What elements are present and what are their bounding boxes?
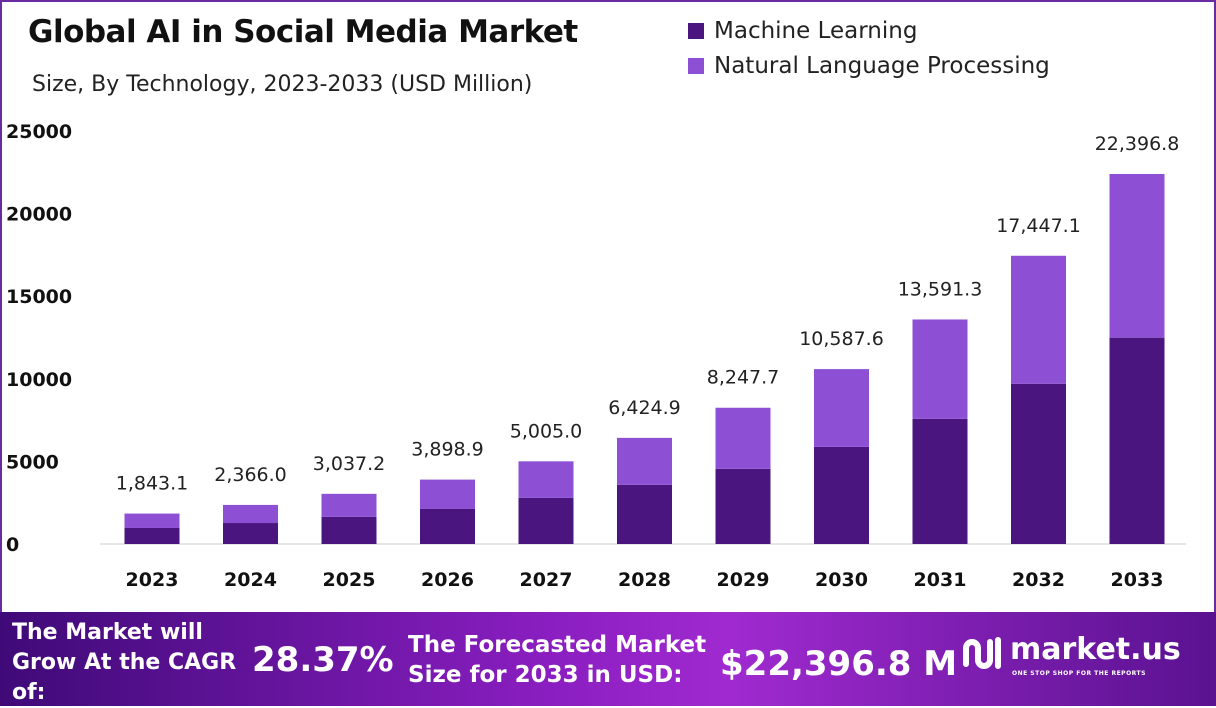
y-tick-label: 15000 [6,286,72,308]
bar-segment-nlp [223,504,278,524]
market-us-logo: market.us ONE STOP SHOP FOR THE REPORTS [962,632,1181,678]
total-label: 22,396.8 [1095,133,1180,155]
x-tick-label: 2032 [1012,569,1065,591]
x-tick-label: 2031 [914,569,967,591]
legend-item-machine-learning: Machine Learning [688,18,917,44]
total-label: 2,366.0 [214,464,287,486]
x-tick-label: 2025 [323,569,376,591]
bar-segment-machine-learning [518,497,574,544]
y-tick-label: 20000 [6,204,72,226]
y-tick-label: 5000 [6,451,59,473]
bar-segment-machine-learning [321,516,377,544]
logo-icon [963,637,1001,669]
total-label: 13,591.3 [898,278,983,300]
x-tick-label: 2026 [421,569,474,591]
bar-segment-machine-learning [1109,337,1165,544]
y-tick-label: 0 [6,534,19,556]
legend-swatch [688,58,704,74]
total-label: 1,843.1 [116,473,189,495]
x-tick-label: 2028 [618,569,671,591]
logo-tagline: ONE STOP SHOP FOR THE REPORTS [1012,670,1146,677]
bar-segment-nlp [1011,255,1066,384]
total-label: 3,898.9 [411,439,484,461]
bar-segment-nlp [1109,174,1165,338]
bar-segment-machine-learning [1011,383,1066,544]
x-tick-label: 2027 [520,569,573,591]
cagr-label: The Market will Grow At the CAGR of: [12,620,237,705]
bar-segment-nlp [420,479,475,509]
x-tick-label: 2023 [126,569,179,591]
summary-banner: The Market will Grow At the CAGR of: 28.… [0,612,1216,706]
bar-segment-nlp [124,513,180,528]
forecast-value: $22,396.8 M [720,644,958,684]
total-label: 3,037.2 [313,453,386,475]
chart-subtitle: Size, By Technology, 2023-2033 (USD Mill… [32,72,533,97]
logo-name: market.us [1010,632,1181,667]
legend-item-nlp: Natural Language Processing [688,53,1050,79]
bar-segment-machine-learning [912,418,968,544]
cagr-value: 28.37% [252,640,394,680]
total-label: 5,005.0 [510,420,583,442]
chart-frame [0,0,1216,614]
total-label: 17,447.1 [996,215,1081,237]
bar-segment-machine-learning [223,523,278,544]
bar-segment-nlp [715,407,771,469]
legend-label: Natural Language Processing [714,53,1050,79]
forecast-label: The Forecasted Market Size for 2033 in U… [408,632,707,688]
bar-segment-nlp [321,493,377,517]
bar-segment-machine-learning [420,508,475,544]
y-tick-label: 25000 [6,121,72,143]
total-label: 10,587.6 [799,328,884,350]
x-tick-label: 2024 [224,569,277,591]
total-label: 6,424.9 [608,397,681,419]
bar-segment-nlp [518,461,574,498]
bar-segment-nlp [912,319,968,419]
x-tick-label: 2030 [815,569,868,591]
x-tick-label: 2029 [717,569,770,591]
bar-segment-machine-learning [124,527,180,544]
legend-label: Machine Learning [714,18,918,44]
bar-segment-nlp [814,369,869,447]
bar-segment-machine-learning [617,484,672,544]
bar-segment-machine-learning [814,446,869,544]
y-tick-label: 10000 [6,369,72,391]
bar-chart: 0 5000 10000 15000 20000 25000 1,843.1 2023 2,36… [6,121,1186,591]
bar-segment-nlp [617,437,672,485]
chart-title: Global AI in Social Media Market [28,14,578,50]
bar-segment-machine-learning [715,468,771,544]
legend-swatch [688,23,704,39]
total-label: 8,247.7 [707,367,780,389]
x-tick-label: 2033 [1111,569,1164,591]
